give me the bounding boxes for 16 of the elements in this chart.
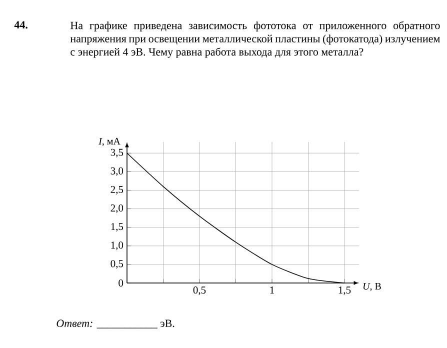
y-tick-label: 3,0 (110, 167, 124, 176)
y-tick-label: 2,0 (110, 204, 124, 214)
x-tick-label: 0,5 (193, 286, 206, 296)
y-tick-label: 0 (118, 279, 124, 287)
y-tick-label: 2,5 (110, 186, 124, 195)
y-tick-label: 1,0 (111, 242, 124, 250)
y-tick-label: 3,5 (110, 148, 124, 158)
text: 44. (14, 21, 28, 29)
text: Ответ: ___________ эВ. (56, 320, 174, 328)
y-tick-label: 0,5 (110, 260, 124, 269)
x-tick-label: 1 (270, 286, 274, 294)
chart-title: На графике приведена зависимость фототока от приложенного обратного напряжения при освещении металлической пластины (фотокатода) излучением с энергией 4 эВ. Чему равна работа выхода для этого металла? (70, 21, 440, 58)
x-tick-label: 1,5 (338, 286, 351, 296)
y-axis-title: I, мА (98, 138, 120, 146)
y-tick-label: 1,5 (111, 223, 124, 232)
x-axis-title: U, В (363, 282, 381, 292)
